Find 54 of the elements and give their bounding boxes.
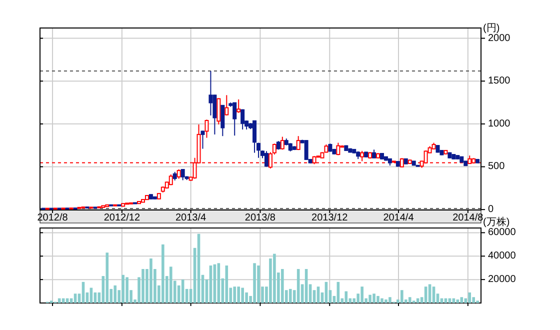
- x-tick-label: 2012/8: [37, 212, 68, 224]
- bar: [126, 277, 128, 303]
- bar: [273, 254, 276, 303]
- bar: [245, 292, 248, 303]
- bar: [122, 274, 124, 303]
- x-tick-label: 2013/8: [244, 212, 276, 224]
- bar: [225, 266, 228, 303]
- bar: [360, 286, 364, 303]
- y-axis-title: (円): [483, 23, 500, 34]
- bar: [142, 269, 144, 303]
- bar: [468, 292, 472, 303]
- bar: [316, 286, 320, 303]
- y-tick-label: 0: [488, 204, 494, 216]
- bar: [400, 290, 404, 303]
- bar: [162, 244, 164, 303]
- y-tick-label: 40000: [488, 250, 516, 262]
- bar: [372, 294, 376, 303]
- bar: [368, 294, 372, 303]
- bar: [253, 263, 256, 303]
- bar: [288, 288, 292, 303]
- bar: [344, 291, 348, 303]
- y-tick-label: 20000: [488, 274, 516, 286]
- y-tick-label: 1500: [488, 76, 511, 87]
- bar: [169, 266, 172, 303]
- y-axis-title: (万株): [483, 216, 510, 228]
- bar: [456, 299, 460, 303]
- bar: [424, 286, 428, 303]
- bar: [380, 298, 384, 303]
- bar: [114, 285, 117, 303]
- bar: [241, 288, 244, 303]
- bar: [384, 299, 388, 303]
- x-tick-label: 2014/8: [452, 212, 484, 224]
- bar: [408, 297, 412, 303]
- bar: [217, 263, 220, 303]
- bar: [281, 269, 284, 303]
- y-tick-label: 1000: [488, 118, 511, 130]
- x-tick-label: 2012/12: [104, 212, 140, 224]
- bar: [237, 286, 240, 303]
- x-tick-label: 2014/4: [383, 212, 414, 224]
- bar: [460, 297, 464, 303]
- y-tick-label: 2000: [488, 32, 511, 44]
- bar: [233, 286, 236, 303]
- y-tick-label: 500: [488, 161, 506, 172]
- bar: [388, 297, 392, 303]
- x-tick-label: 2013/12: [312, 212, 348, 224]
- bar: [150, 258, 152, 303]
- bar: [269, 258, 272, 303]
- bar: [376, 296, 380, 303]
- y-tick-label: 60000: [488, 227, 516, 238]
- bar: [106, 252, 109, 303]
- bar: [74, 294, 77, 303]
- bar: [257, 266, 260, 303]
- x-tick-label: 2013/4: [175, 212, 207, 224]
- bar: [432, 286, 436, 303]
